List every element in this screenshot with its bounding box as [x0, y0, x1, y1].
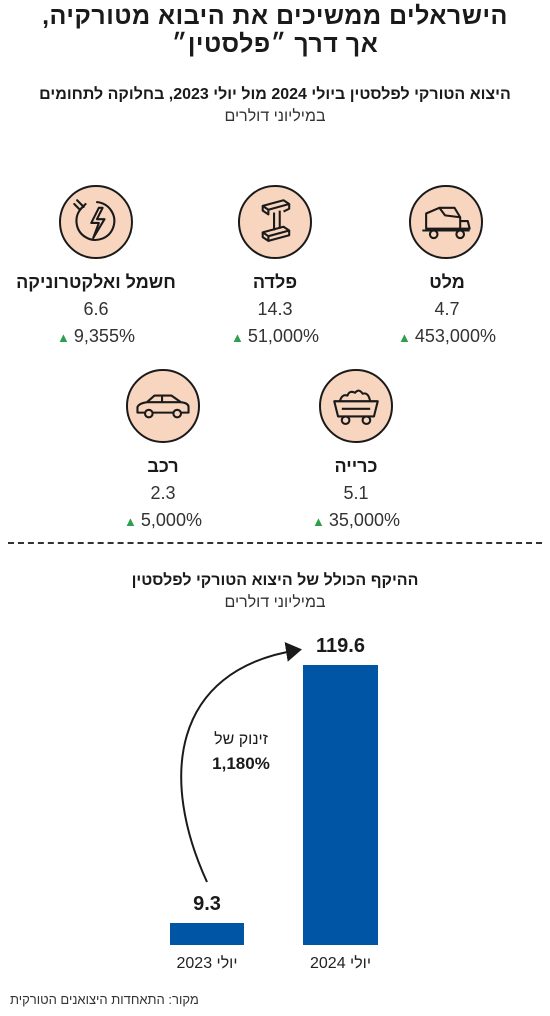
title-line-1: הישראלים ממשיכים את היבוא מטורקיה,: [42, 2, 508, 30]
up-triangle-icon: ▲: [312, 514, 325, 529]
mining-cart-icon: [319, 369, 393, 443]
up-triangle-icon: ▲: [231, 330, 244, 345]
section2-subtitle: ההיקף הכולל של היצוא הטורקי לפלסטין: [131, 572, 419, 589]
bar-value-label: 9.3: [193, 893, 221, 916]
jump-annotation: זינוק של 1,180%: [186, 728, 296, 777]
bar-value-label: 119.6: [316, 635, 365, 657]
electric-plug-icon: [59, 185, 133, 259]
growth-value: 453,000%: [414, 326, 496, 346]
category-growth: ▲ 51,000%: [185, 326, 365, 347]
growth-arrow-icon: [180, 641, 302, 883]
steel-beam-icon: [238, 185, 312, 259]
category-label: יולי 2023: [176, 955, 238, 972]
up-triangle-icon: ▲: [57, 330, 70, 345]
jump-label: זינוק של: [214, 731, 268, 748]
source-note: מקור: התאחדות היצואנים הטורקית: [10, 992, 199, 1007]
up-triangle-icon: ▲: [124, 514, 137, 529]
category-value: 2.3: [150, 483, 176, 503]
car-icon: [126, 369, 200, 443]
category-name: רכב: [147, 456, 179, 476]
growth-value: 9,355%: [73, 326, 135, 346]
category-value: 4.7: [434, 299, 460, 319]
category-growth: ▲ 35,000%: [266, 510, 446, 531]
category-value: 5.1: [343, 483, 369, 503]
category-name: מלט: [429, 272, 465, 292]
category-label: יולי 2024: [310, 955, 371, 972]
bar-july-2023: [170, 923, 244, 945]
bar-july-2024: [303, 665, 378, 945]
cement-mixer-icon: [409, 185, 483, 259]
category-growth: ▲ 453,000%: [357, 326, 537, 347]
growth-value: 5,000%: [140, 510, 202, 530]
category-growth: ▲ 5,000%: [73, 510, 253, 531]
category-growth: ▲ 9,355%: [6, 326, 186, 347]
title-line-2: אך דרך ״פלסטין״: [171, 30, 379, 58]
category-name: כרייה: [334, 456, 378, 476]
category-value: 6.6: [83, 299, 109, 319]
section2-unit: במיליוני דולרים: [224, 594, 326, 611]
category-value: 14.3: [257, 299, 293, 319]
up-triangle-icon: ▲: [398, 330, 411, 345]
section-divider: [8, 542, 542, 544]
jump-value: 1,180%: [212, 754, 270, 773]
category-name: חשמל ואלקטרוניקה: [16, 272, 176, 292]
growth-value: 35,000%: [328, 510, 400, 530]
section1-unit: במיליוני דולרים: [224, 108, 326, 125]
section1-subtitle: היצוא הטורקי לפלסטין ביולי 2024 מול יולי…: [39, 86, 511, 103]
category-name: פלדה: [252, 272, 298, 292]
growth-value: 51,000%: [247, 326, 319, 346]
page-title: הישראלים ממשיכים את היבוא מטורקיה, אך דר…: [0, 2, 550, 58]
